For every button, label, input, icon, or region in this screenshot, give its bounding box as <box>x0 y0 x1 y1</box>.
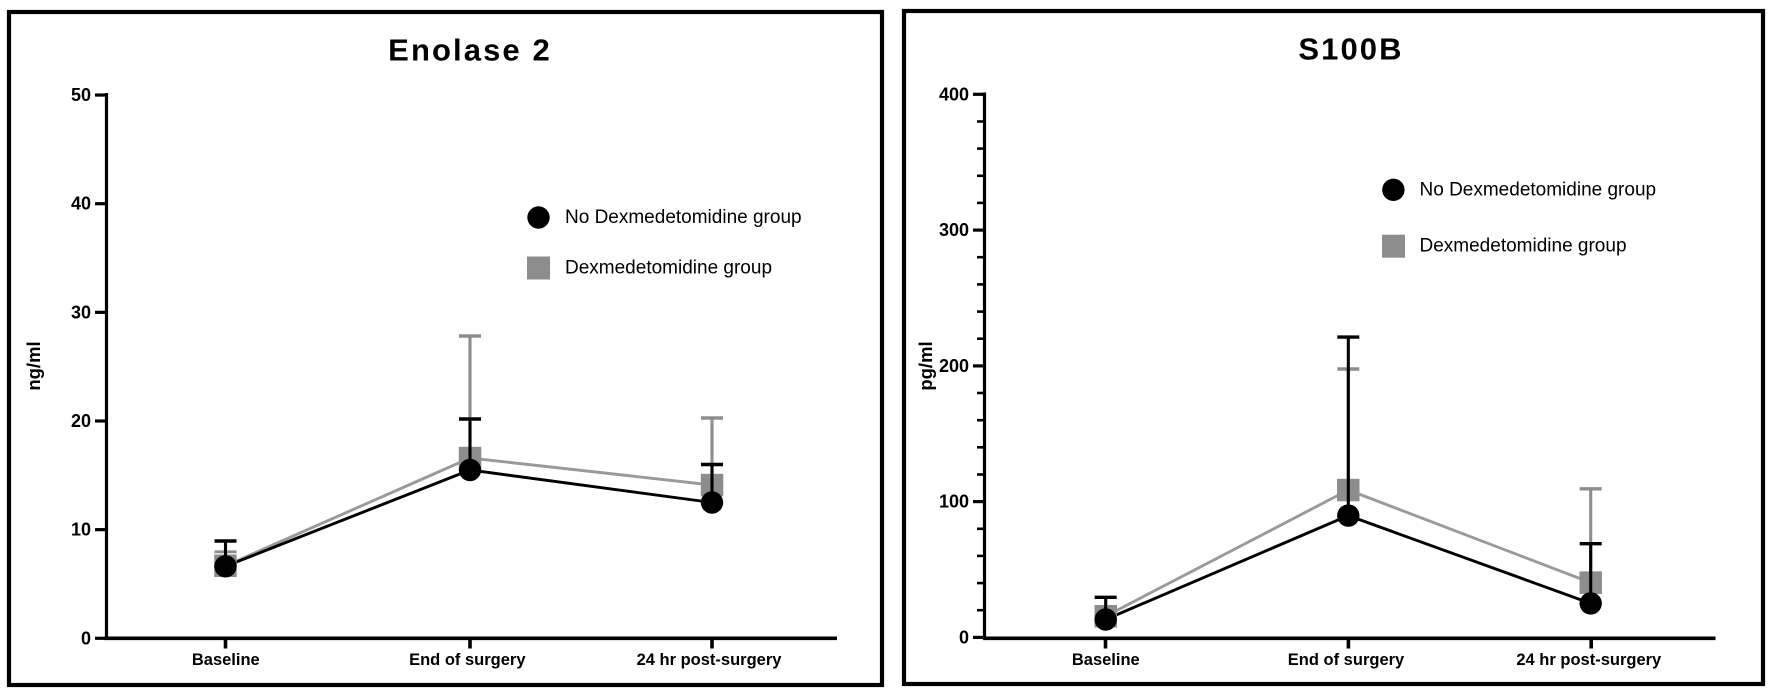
svg-text:100: 100 <box>939 492 969 512</box>
svg-text:0: 0 <box>81 628 91 648</box>
svg-text:10: 10 <box>71 520 91 540</box>
svg-text:200: 200 <box>939 356 969 376</box>
svg-text:No Dexmedetomidine group: No Dexmedetomidine group <box>565 207 802 228</box>
svg-text:End of surgery: End of surgery <box>1288 651 1405 669</box>
svg-text:End of surgery: End of surgery <box>409 651 526 669</box>
svg-text:Baseline: Baseline <box>1072 651 1140 669</box>
svg-text:Enolase 2: Enolase 2 <box>388 32 552 67</box>
svg-text:No Dexmedetomidine group: No Dexmedetomidine group <box>1420 179 1657 200</box>
svg-text:50: 50 <box>71 85 91 105</box>
svg-text:Dexmedetomidine group: Dexmedetomidine group <box>1420 236 1627 257</box>
svg-text:pg/ml: pg/ml <box>915 341 936 390</box>
svg-text:Dexmedetomidine group: Dexmedetomidine group <box>565 258 772 279</box>
svg-text:24 hr post-surgery: 24 hr post-surgery <box>637 651 783 669</box>
svg-text:S100B: S100B <box>1298 32 1403 67</box>
svg-text:300: 300 <box>939 220 969 240</box>
svg-text:24 hr post-surgery: 24 hr post-surgery <box>1516 651 1662 669</box>
svg-text:400: 400 <box>939 84 969 104</box>
svg-text:0: 0 <box>959 627 969 647</box>
svg-text:40: 40 <box>71 194 91 214</box>
svg-text:ng/ml: ng/ml <box>23 341 44 390</box>
svg-text:Baseline: Baseline <box>192 651 260 669</box>
svg-text:20: 20 <box>71 411 91 431</box>
svg-text:30: 30 <box>71 302 91 322</box>
